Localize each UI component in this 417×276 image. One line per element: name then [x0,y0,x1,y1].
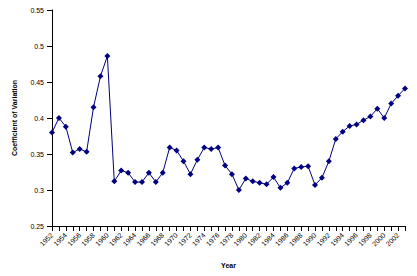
svg-text:1994: 1994 [329,231,345,247]
svg-text:1992: 1992 [315,231,331,247]
svg-text:1956: 1956 [66,231,82,247]
svg-text:1986: 1986 [274,231,290,247]
svg-text:1966: 1966 [135,231,151,247]
svg-text:1968: 1968 [149,231,165,247]
svg-text:2000: 2000 [371,231,387,247]
svg-text:0.55: 0.55 [30,7,44,14]
svg-text:1996: 1996 [343,231,359,247]
svg-text:1974: 1974 [191,231,207,247]
svg-text:1976: 1976 [205,231,221,247]
svg-text:1964: 1964 [122,231,138,247]
svg-text:1954: 1954 [52,231,68,247]
svg-text:Year: Year [221,262,236,269]
svg-text:0.5: 0.5 [34,43,44,50]
svg-text:1952: 1952 [39,231,55,247]
svg-text:0.35: 0.35 [30,151,44,158]
svg-text:2002: 2002 [385,231,401,247]
svg-text:0.25: 0.25 [30,223,44,230]
svg-text:0.4: 0.4 [34,115,44,122]
svg-text:1980: 1980 [232,231,248,247]
svg-text:0.45: 0.45 [30,79,44,86]
svg-text:1962: 1962 [108,231,124,247]
svg-text:1958: 1958 [80,231,96,247]
svg-text:1982: 1982 [246,231,262,247]
svg-text:1970: 1970 [163,231,179,247]
svg-text:1978: 1978 [218,231,234,247]
svg-text:1984: 1984 [260,231,276,247]
svg-text:1960: 1960 [94,231,110,247]
svg-text:Coefficient of Variation: Coefficient of Variation [11,80,18,156]
svg-text:1988: 1988 [288,231,304,247]
svg-text:1998: 1998 [357,231,373,247]
svg-text:0.3: 0.3 [34,187,44,194]
svg-text:1972: 1972 [177,231,193,247]
svg-text:1990: 1990 [302,231,318,247]
